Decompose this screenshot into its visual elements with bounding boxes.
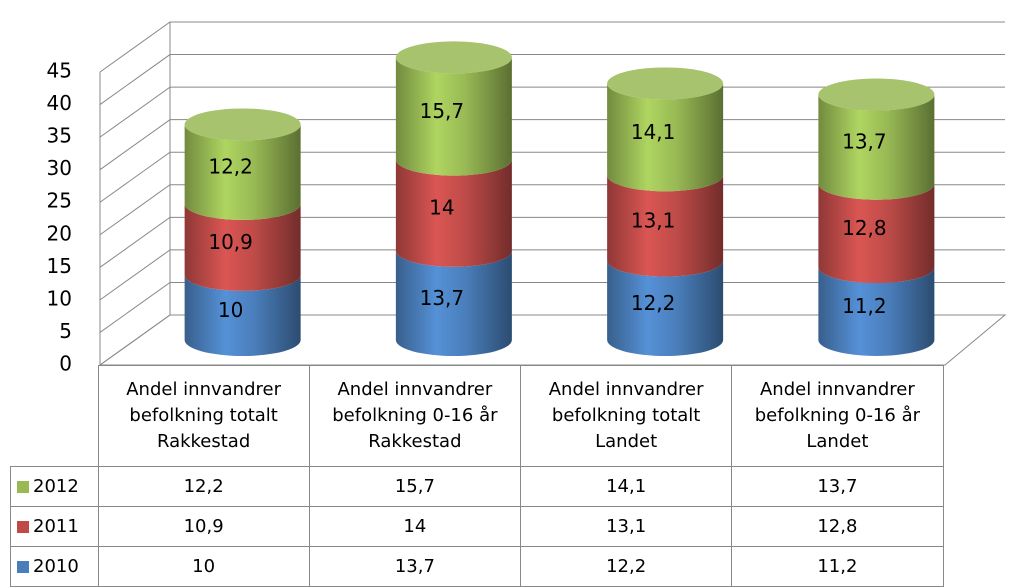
grid-line — [99, 21, 1005, 73]
data-label: 13,7 — [842, 130, 887, 154]
bar-top-shade — [607, 67, 724, 100]
table-value: 12,8 — [731, 506, 944, 547]
y-tick-label: 35 — [47, 124, 72, 148]
data-label: 14,1 — [631, 120, 676, 144]
bar-segment — [818, 267, 935, 356]
bar-top-shade — [395, 41, 512, 74]
data-label: 12,2 — [208, 155, 253, 179]
grid-line — [99, 54, 1005, 105]
category-header: Andel innvandrer befolkning 0-16 år Land… — [731, 365, 944, 467]
bar-segment — [395, 159, 512, 267]
bar-top — [395, 41, 512, 74]
bar-segment — [184, 203, 301, 291]
table-value: 15,7 — [308, 466, 522, 507]
table-value: 12,2 — [97, 466, 310, 507]
table-row: 2011 10,9 14 13,1 12,8 — [10, 506, 944, 547]
table-value: 12,2 — [519, 546, 733, 587]
legend-label: 2012 — [33, 476, 79, 497]
legend-key — [17, 561, 29, 573]
data-label: 13,1 — [631, 208, 676, 232]
grid-line — [99, 281, 1005, 333]
grid-line — [99, 151, 1005, 203]
legend-cell: 2010 — [10, 546, 99, 587]
table-value: 13,7 — [308, 546, 522, 587]
data-label: 10,9 — [208, 230, 253, 254]
grid-line — [99, 86, 1005, 138]
legend-label: 2010 — [33, 556, 79, 577]
grid-line — [99, 249, 1005, 301]
bar-top-shade — [818, 78, 935, 111]
data-label: 14 — [429, 196, 454, 220]
y-tick-label: 20 — [47, 221, 72, 245]
legend-key — [17, 481, 29, 493]
category-header: Andel innvandrer befolkning totalt Rakke… — [97, 365, 310, 467]
grid-line — [99, 184, 1005, 236]
bar-segment — [184, 124, 301, 220]
table-value: 13,1 — [519, 506, 733, 547]
grid-line — [99, 119, 1005, 171]
y-tick-label: 5 — [59, 319, 72, 343]
table-value: 14,1 — [519, 466, 733, 507]
data-table: Andel innvandrer befolkning totalt Rakke… — [10, 365, 944, 587]
table-row: 2012 12,2 15,7 14,1 13,7 — [10, 466, 944, 507]
table-value: 10,9 — [97, 506, 310, 547]
bar-segment — [395, 250, 512, 356]
grid-line — [99, 314, 1005, 366]
legend-label: 2011 — [33, 516, 79, 537]
data-label: 12,8 — [842, 216, 887, 240]
bar-top — [184, 108, 301, 141]
bar-top — [818, 78, 935, 111]
table-row: 2010 10 13,7 12,2 11,2 — [10, 546, 944, 587]
bar-segment — [184, 274, 301, 356]
bar-segment — [607, 83, 724, 192]
y-tick-label: 25 — [47, 189, 72, 213]
bar-top — [607, 67, 724, 100]
legend-cell: 2011 — [10, 506, 99, 547]
grid-line — [99, 216, 1005, 268]
y-tick-label: 40 — [47, 91, 72, 115]
data-label: 11,2 — [842, 294, 887, 318]
table-value: 11,2 — [731, 546, 944, 587]
data-label: 15,7 — [420, 99, 465, 123]
legend-key — [17, 521, 29, 533]
table-value: 14 — [308, 506, 522, 547]
blank-cell — [11, 366, 99, 467]
bar-segment — [607, 175, 724, 277]
header-row: Andel innvandrer befolkning totalt Rakke… — [11, 365, 944, 467]
table-value: 10 — [97, 546, 310, 587]
bar-segment — [607, 260, 724, 356]
y-tick-label: 30 — [47, 156, 72, 180]
table-value: 13,7 — [731, 466, 944, 507]
bar-segment — [818, 94, 935, 200]
bar-segment — [395, 57, 512, 176]
y-tick-label: 10 — [47, 286, 72, 310]
y-tick-label: 0 — [59, 352, 72, 376]
data-label: 10 — [218, 298, 243, 322]
y-tick-label: 15 — [47, 254, 72, 278]
category-header: Andel innvandrer befolkning 0-16 år Rakk… — [308, 365, 522, 467]
category-header: Andel innvandrer befolkning totalt Lande… — [519, 365, 733, 467]
data-label: 12,2 — [631, 291, 676, 315]
y-tick-label: 45 — [47, 59, 72, 83]
legend-cell: 2012 — [10, 466, 99, 507]
data-label: 13,7 — [420, 286, 465, 310]
bar-top-shade — [184, 108, 301, 141]
bar-segment — [818, 183, 935, 284]
